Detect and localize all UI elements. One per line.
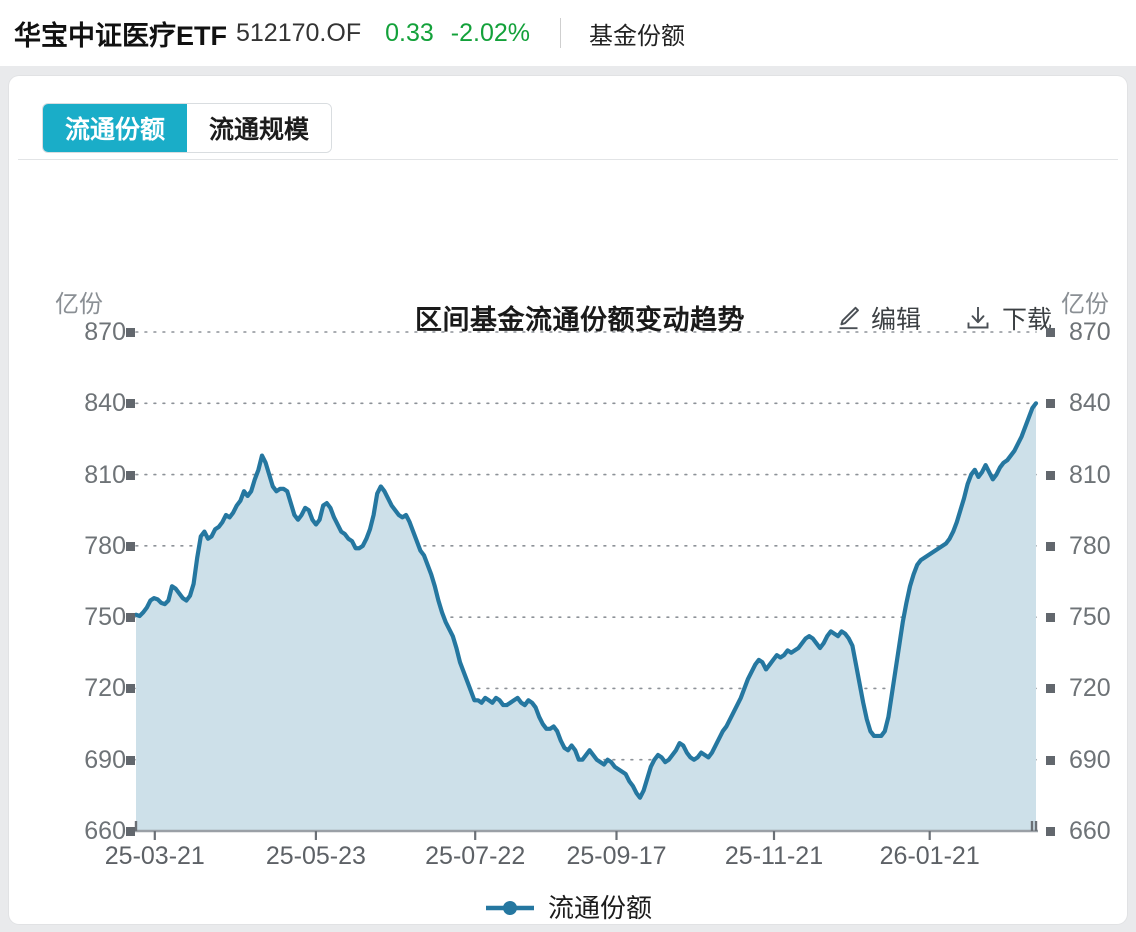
y-axis-tickmark [1046, 328, 1055, 337]
y-axis-unit-left: 亿份 [55, 291, 103, 318]
y-axis-label: 780 [84, 531, 126, 560]
y-axis-tickmark [126, 684, 135, 694]
tab-circulating-scale[interactable]: 流通规模 [187, 104, 332, 152]
y-axis-tickmark [1046, 399, 1055, 409]
x-axis-label: 25-03-21 [104, 842, 205, 870]
y-axis-label: 780 [1069, 531, 1111, 560]
y-axis-label: 840 [84, 389, 126, 418]
chart-legend[interactable]: 流通份额 [0, 888, 1136, 925]
y-axis-label: 750 [1069, 603, 1111, 632]
fund-name: 华宝中证医疗ETF [14, 20, 227, 51]
y-axis-tickmark [126, 470, 135, 480]
y-axis-label: 660 [1069, 817, 1111, 845]
chart-svg [133, 331, 1039, 840]
header-divider [559, 18, 561, 48]
y-axis-tickmark [126, 399, 135, 409]
header-section-label: 基金份额 [588, 22, 685, 50]
fund-code: 512170.OF [236, 18, 362, 47]
pencil-icon [835, 304, 862, 332]
y-axis-label: 870 [84, 318, 126, 346]
y-axis-tickmark [1046, 684, 1055, 694]
y-axis-label: 840 [1069, 389, 1111, 418]
chart-plot-area: 亿份 亿份 660 660 690 690 720 720 750 750 780 780 810 8… [0, 280, 1136, 870]
x-axis-label: 25-05-23 [265, 842, 366, 870]
edit-button[interactable]: 编辑 [835, 300, 921, 336]
y-axis-label: 690 [1069, 745, 1111, 774]
y-axis-tickmark [126, 328, 135, 337]
x-axis-label: 25-07-22 [425, 842, 526, 870]
y-axis-label: 750 [84, 603, 126, 632]
x-axis-label: 26-01-21 [879, 842, 980, 870]
y-axis-tickmark [1046, 470, 1055, 480]
y-axis-label: 810 [84, 460, 126, 489]
y-axis-label: 810 [1069, 460, 1111, 489]
fund-header: 华宝中证医疗ETF 512170.OF 0.33 -2.02% 基金份额 [0, 0, 1136, 66]
tab-group: 流通份额 流通规模 [42, 103, 333, 153]
y-axis-tickmark [1046, 541, 1055, 551]
fund-change-percent: -2.02% [450, 18, 530, 47]
edit-label: 编辑 [871, 306, 922, 334]
y-axis-unit-right: 亿份 [1061, 291, 1109, 318]
y-axis-label: 720 [84, 674, 126, 703]
y-axis-tickmark [1046, 827, 1055, 836]
y-axis-label: 660 [84, 817, 126, 845]
y-axis-label: 690 [84, 745, 126, 774]
y-axis-label: 720 [1069, 674, 1111, 703]
x-axis-label: 25-09-17 [566, 842, 667, 870]
chart-action-group: 编辑 下载 [835, 300, 1052, 336]
y-axis-tickmark [126, 827, 135, 836]
download-button[interactable]: 下载 [963, 300, 1052, 336]
y-axis-tickmark [126, 613, 135, 623]
line-dot-marker [484, 899, 536, 915]
y-axis-tickmark [126, 755, 135, 765]
download-label: 下载 [1002, 306, 1053, 334]
y-axis-tickmark [1046, 755, 1055, 765]
tab-circulating-shares[interactable]: 流通份额 [43, 104, 188, 152]
x-axis-label: 25-11-21 [724, 842, 824, 870]
y-axis-tickmark [126, 541, 135, 551]
tabs-divider [18, 159, 1118, 160]
legend-label: 流通份额 [547, 893, 652, 923]
y-axis-label: 870 [1069, 318, 1111, 346]
y-axis-tickmark [1046, 613, 1055, 623]
chart-title: 区间基金流通份额变动趋势 [415, 305, 745, 335]
download-icon [963, 304, 993, 332]
fund-price: 0.33 [385, 18, 434, 47]
